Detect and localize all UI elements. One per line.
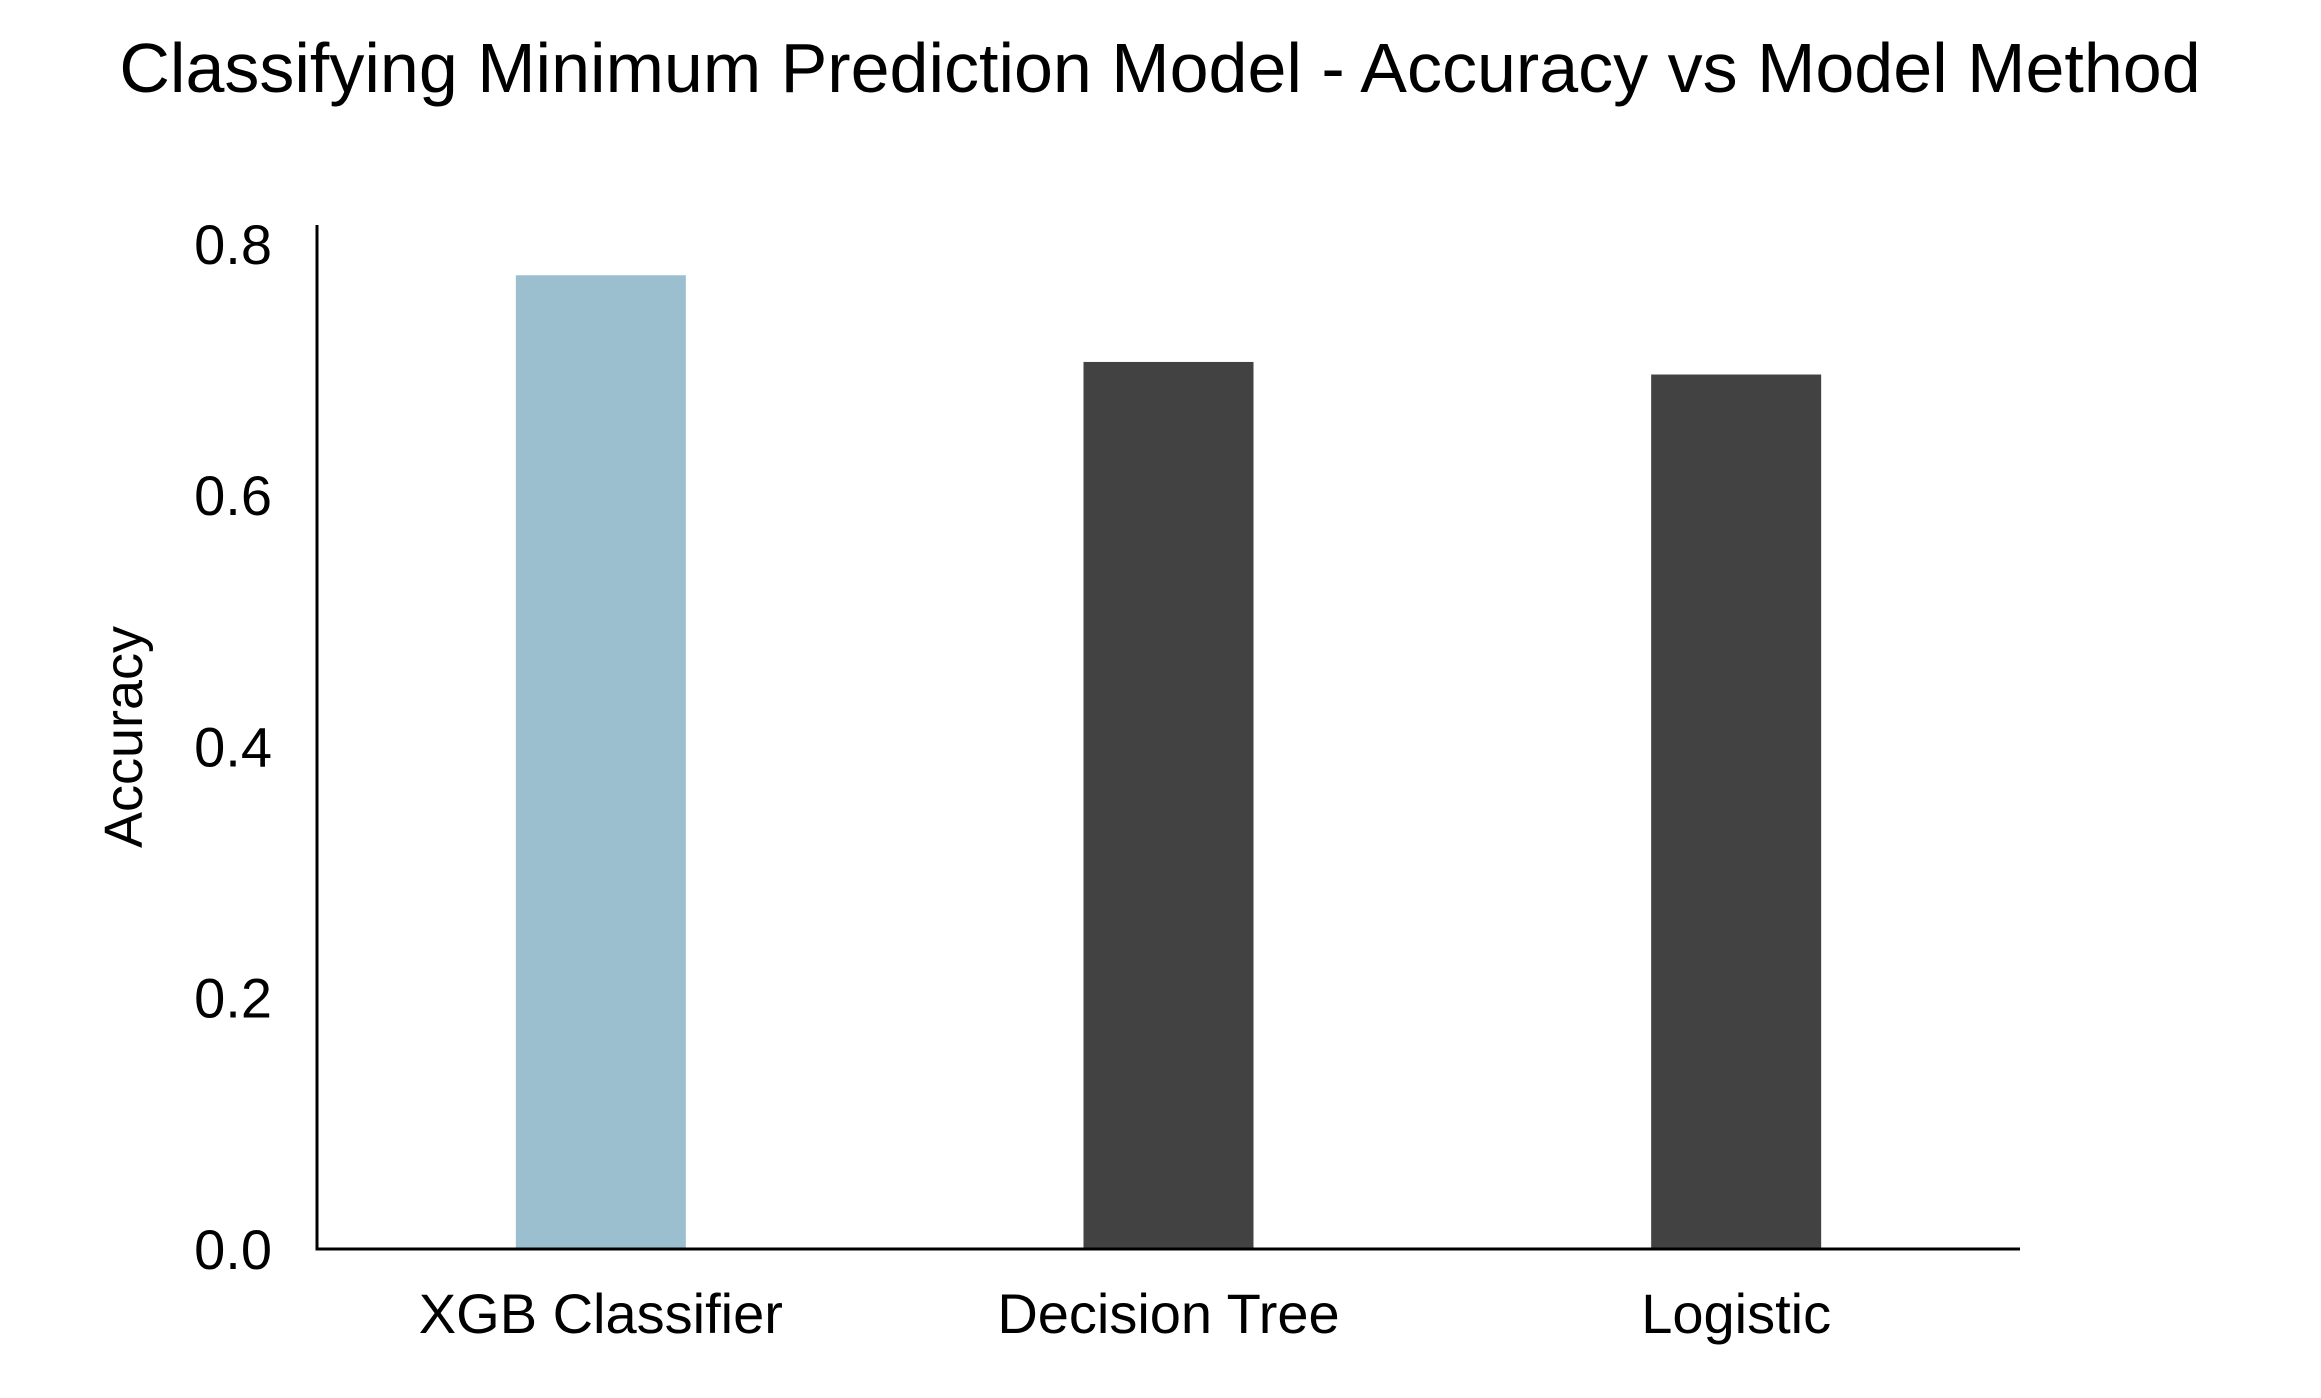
y-tick-label: 0.2 (194, 967, 272, 1030)
y-axis-label: Accuracy (94, 626, 154, 848)
x-tick-label: Decision Tree (997, 1282, 1339, 1345)
bar (1651, 374, 1822, 1249)
x-tick-label: Logistic (1641, 1282, 1831, 1345)
plot-area: XGB Classifier Decision Tree Logistic 0.0 0.… (194, 213, 2020, 1345)
bar (1083, 361, 1254, 1249)
y-tick-label: 0.4 (194, 715, 272, 778)
y-tick-label: 0.0 (194, 1218, 272, 1281)
chart-title: Classifying Minimum Prediction Model - A… (119, 29, 2200, 107)
y-tick-label: 0.8 (194, 213, 272, 276)
y-tick-label: 0.6 (194, 464, 272, 527)
bar (515, 275, 686, 1249)
x-tick-label: XGB Classifier (419, 1282, 783, 1345)
